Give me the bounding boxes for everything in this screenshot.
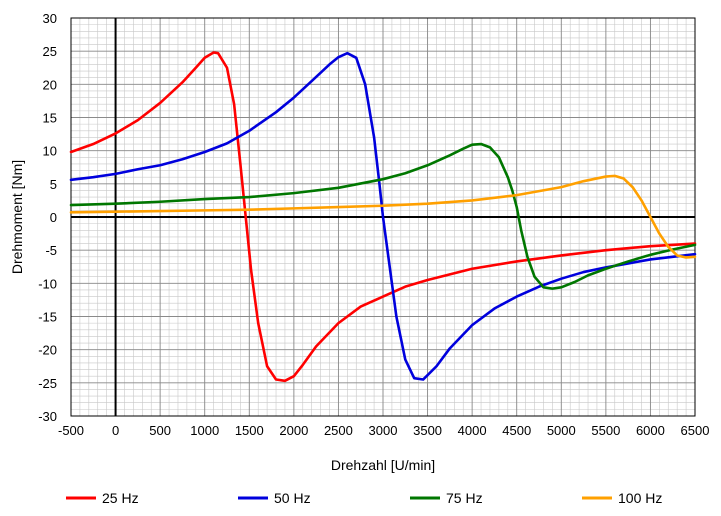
legend: 25 Hz 50 Hz 75 Hz 100 Hz <box>66 490 662 506</box>
x-tick-label: -500 <box>58 423 84 438</box>
y-tick-label: -30 <box>38 409 57 424</box>
x-tick-label: 5500 <box>591 423 620 438</box>
series-line-100-hz <box>69 174 697 259</box>
x-tick-label: 1500 <box>235 423 264 438</box>
x-tick-label: 3000 <box>369 423 398 438</box>
y-tick-label: 15 <box>43 111 57 126</box>
legend-item: 50 Hz <box>238 490 311 506</box>
y-tick-labels: 30 25 20 15 10 5 0 -5 -10 -15 -20 -25 -30 <box>38 11 57 424</box>
y-axis-label: Drehmoment [Nm] <box>9 160 25 274</box>
legend-label: 100 Hz <box>618 490 662 506</box>
x-tick-label: 1000 <box>190 423 219 438</box>
curves <box>69 51 697 383</box>
series-line-50-hz <box>69 51 697 381</box>
y-tick-label: 10 <box>43 144 57 159</box>
x-tick-label: 4000 <box>458 423 487 438</box>
x-tick-label: 6500 <box>681 423 710 438</box>
y-tick-label: 20 <box>43 77 57 92</box>
legend-item: 75 Hz <box>410 490 483 506</box>
x-axis-label: Drehzahl [U/min] <box>331 457 435 473</box>
x-tick-label: 4500 <box>502 423 531 438</box>
plot-frame <box>70 17 696 417</box>
series-line-25-hz <box>69 51 697 383</box>
y-tick-label: -10 <box>38 276 57 291</box>
legend-label: 50 Hz <box>274 490 311 506</box>
x-tick-label: 6000 <box>636 423 665 438</box>
y-tick-label: -5 <box>45 243 57 258</box>
x-tick-label: 3500 <box>413 423 442 438</box>
y-tick-label: 0 <box>50 210 57 225</box>
legend-item: 100 Hz <box>582 490 662 506</box>
x-tick-label: 500 <box>149 423 171 438</box>
x-tick-label: 5000 <box>547 423 576 438</box>
legend-item: 25 Hz <box>66 490 139 506</box>
x-tick-label: 2000 <box>279 423 308 438</box>
x-tick-label: 0 <box>112 423 119 438</box>
y-tick-label: 30 <box>43 11 57 26</box>
y-tick-label: -15 <box>38 310 57 325</box>
y-tick-label: -25 <box>38 376 57 391</box>
x-tick-label: 2500 <box>324 423 353 438</box>
y-tick-label: -20 <box>38 343 57 358</box>
y-tick-label: 5 <box>50 177 57 192</box>
x-tick-labels: -500 0 500 1000 1500 2000 2500 3000 3500 4000 4500… <box>58 423 709 438</box>
series-line-75-hz <box>69 142 697 290</box>
y-tick-label: 25 <box>43 44 57 59</box>
legend-label: 75 Hz <box>446 490 483 506</box>
legend-label: 25 Hz <box>102 490 139 506</box>
